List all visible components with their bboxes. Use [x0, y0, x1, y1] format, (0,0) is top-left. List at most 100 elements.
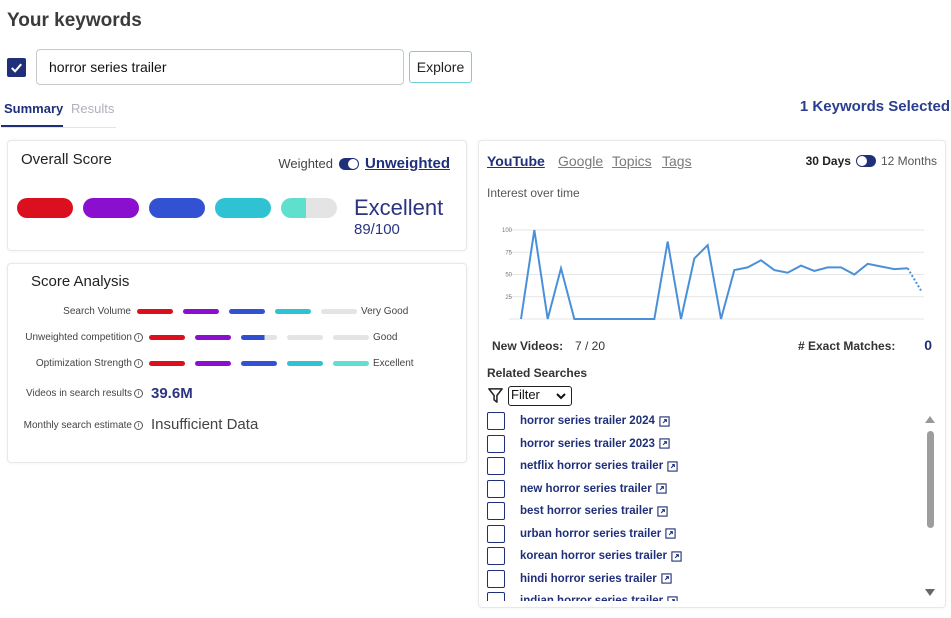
external-link-icon[interactable] — [661, 573, 672, 584]
weighted-label: Weighted — [278, 156, 333, 171]
keyword-checkbox[interactable] — [7, 58, 26, 77]
overall-score-value: 89/100 — [354, 221, 400, 238]
new-videos-label: New Videos: — [492, 339, 564, 353]
related-search-checkbox[interactable] — [487, 434, 505, 453]
series-line — [520, 229, 908, 320]
info-icon[interactable]: i — [134, 389, 143, 398]
related-search-item: horror series trailer 2024 — [487, 411, 670, 431]
overall-score-card: Overall Score Weighted Unweighted Excell… — [7, 140, 467, 251]
interest-chart: 100 75 50 25 — [502, 228, 924, 320]
related-search-link[interactable]: horror series trailer 2024 — [520, 415, 655, 427]
source-tab-topics[interactable]: Topics — [612, 153, 652, 169]
scrollbar-thumb[interactable] — [927, 431, 934, 528]
related-search-link[interactable]: hindi horror series trailer — [520, 572, 657, 585]
score-analysis-title: Score Analysis — [31, 273, 130, 290]
external-link-icon[interactable] — [657, 505, 668, 517]
related-search-checkbox[interactable] — [487, 457, 505, 475]
related-search-item: hindi horror series trailer — [487, 569, 672, 589]
os-bar-2 — [195, 361, 231, 366]
trends-card: YouTube Google Topics Tags 30 Days 12 Mo… — [478, 140, 946, 608]
related-searches-list: horror series trailer 2024 horror series … — [487, 411, 917, 601]
external-link-icon[interactable] — [659, 438, 670, 449]
related-search-link[interactable]: netflix horror series trailer — [520, 460, 664, 472]
external-link-icon[interactable] — [659, 415, 670, 427]
external-link-icon[interactable] — [667, 460, 678, 472]
12-months-label[interactable]: 12 Months — [880, 154, 937, 168]
chevron-down-icon — [556, 393, 566, 400]
weighting-toggle[interactable] — [339, 157, 359, 170]
related-search-item: korean horror series trailer — [487, 546, 682, 566]
y-tick-label: 75 — [505, 250, 512, 256]
info-icon[interactable]: i — [134, 421, 143, 430]
interest-over-time-label: Interest over time — [487, 186, 580, 200]
external-link-icon[interactable] — [665, 528, 676, 539]
page-title: Your keywords — [7, 10, 142, 31]
30-days-label[interactable]: 30 Days — [805, 154, 851, 168]
keyword-input[interactable] — [36, 49, 404, 85]
new-videos-value: 7 / 20 — [575, 339, 606, 353]
unweighted-label[interactable]: Unweighted — [365, 155, 450, 172]
related-search-link[interactable]: korean horror series trailer — [520, 550, 668, 562]
monthly-search-value: Insufficient Data — [151, 416, 259, 433]
uc-bar-2 — [195, 335, 231, 340]
y-tick-label: 100 — [502, 228, 513, 234]
related-search-link[interactable]: urban horror series trailer — [520, 527, 662, 540]
filter-label: Filter — [511, 387, 540, 402]
scroll-up-arrow[interactable] — [925, 416, 935, 423]
active-tab-indicator — [1, 125, 63, 127]
external-link-icon[interactable] — [656, 483, 667, 494]
y-tick-label: 25 — [505, 295, 512, 301]
related-search-item: best horror series trailer — [487, 501, 668, 521]
uc-bar-1 — [149, 335, 185, 340]
score-analysis-card: Score Analysis Search Volume Very Good U… — [7, 263, 467, 463]
source-tab-tags[interactable]: Tags — [662, 153, 692, 169]
monthly-search-label: Monthly search estimate i — [18, 420, 143, 431]
related-search-item: urban horror series trailer — [487, 524, 676, 544]
sv-bar-4 — [275, 309, 311, 314]
filter-icon — [488, 388, 503, 403]
y-tick-label: 50 — [505, 273, 512, 279]
search-volume-verdict: Very Good — [361, 306, 409, 317]
related-search-checkbox[interactable] — [487, 592, 505, 601]
os-bar-5 — [333, 361, 369, 366]
related-search-link[interactable]: new horror series trailer — [520, 482, 652, 495]
related-search-checkbox[interactable] — [487, 524, 505, 543]
related-search-checkbox[interactable] — [487, 547, 505, 565]
exact-matches-label: # Exact Matches: — [798, 339, 896, 353]
related-search-checkbox[interactable] — [487, 502, 505, 520]
overall-rating: Excellent — [354, 195, 444, 220]
videos-in-search-value: 39.6M — [151, 385, 193, 402]
tab-results[interactable]: Results — [71, 101, 115, 116]
related-search-checkbox[interactable] — [487, 479, 505, 498]
time-range-toggle[interactable] — [855, 155, 876, 167]
info-icon[interactable]: i — [134, 359, 143, 368]
filter-dropdown[interactable]: Filter — [508, 386, 572, 406]
source-tab-google[interactable]: Google — [558, 153, 604, 169]
sv-bar-5 — [321, 309, 357, 314]
related-search-item: horror series trailer 2023 — [487, 434, 670, 454]
related-search-link[interactable]: best horror series trailer — [520, 505, 653, 517]
uc-bar-5 — [333, 335, 369, 340]
series-line-partial — [906, 267, 922, 292]
tab-summary[interactable]: Summary — [4, 101, 64, 116]
exact-matches-value: 0 — [924, 337, 932, 353]
source-tab-youtube[interactable]: YouTube — [487, 153, 545, 169]
external-link-icon[interactable] — [671, 550, 682, 562]
scroll-down-arrow[interactable] — [925, 589, 935, 596]
keywords-selected-count: 1 Keywords Selected — [799, 98, 950, 115]
related-search-link[interactable]: horror series trailer 2023 — [520, 437, 655, 450]
external-link-icon[interactable] — [667, 595, 678, 602]
optimization-verdict: Excellent — [373, 358, 414, 369]
related-search-checkbox[interactable] — [487, 569, 505, 588]
uc-bar-3 — [241, 335, 277, 340]
sv-bar-3 — [229, 309, 265, 314]
explore-button[interactable]: Explore — [409, 51, 472, 83]
related-search-link[interactable]: indian horror series trailer — [520, 595, 664, 601]
check-icon — [11, 63, 22, 73]
info-icon[interactable]: i — [134, 333, 143, 342]
related-search-item: indian horror series trailer — [487, 591, 678, 601]
score-pill-1 — [17, 198, 73, 218]
related-search-checkbox[interactable] — [487, 412, 505, 430]
overall-score-title: Overall Score — [21, 151, 112, 168]
score-pill-2 — [83, 198, 139, 218]
